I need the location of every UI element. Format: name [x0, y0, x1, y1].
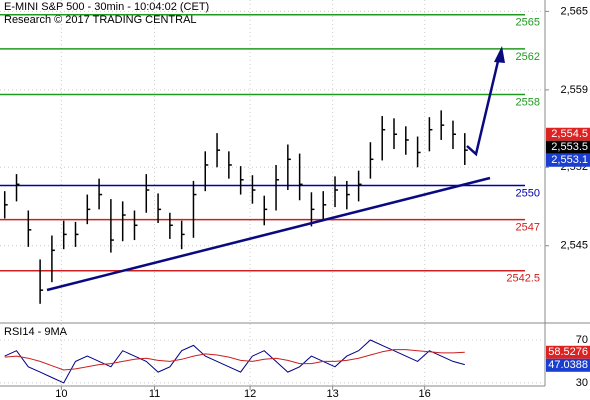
rsi-label-box	[546, 345, 590, 359]
rsi-line	[4, 349, 465, 371]
x-tick-label: 11	[149, 388, 160, 400]
level-label: 2565	[516, 17, 540, 29]
price-label-box	[546, 127, 590, 141]
rsi-tick-label: 30	[576, 377, 588, 389]
level-label: 2547	[516, 222, 540, 234]
x-tick-label: 13	[327, 388, 339, 400]
y-tick-label: 2,565	[560, 5, 588, 17]
level-label: 2550	[516, 187, 540, 199]
x-tick-label: 12	[244, 388, 256, 400]
level-label: 2542.5	[506, 273, 540, 285]
y-tick-label: 2,545	[560, 240, 588, 252]
level-label: 2558	[516, 96, 540, 108]
rsi-line	[4, 339, 465, 384]
chart-subtitle: Research © 2017 TRADING CENTRAL	[4, 14, 197, 26]
rsi-title: RSI14 - 9MA	[4, 326, 68, 338]
x-tick-label: 16	[419, 388, 431, 400]
x-tick-label: 10	[55, 388, 67, 400]
price-label: 2,553.1	[551, 154, 588, 166]
chart-title: E-MINI S&P 500 - 30min - 10:04:02 (CET)	[4, 1, 209, 13]
arrow-head	[494, 46, 505, 63]
rsi-tick-label: 70	[576, 334, 588, 346]
price-label: 2,554.5	[551, 128, 588, 140]
trend-line	[46, 176, 491, 292]
price-label: 2,553.5	[551, 141, 588, 153]
rsi-label-box	[546, 358, 590, 372]
y-tick-label: 2,559	[560, 84, 588, 96]
price-label-box	[546, 153, 590, 167]
forecast-arrow	[466, 56, 501, 157]
price-label-box	[546, 140, 590, 154]
level-label: 2562	[516, 51, 540, 63]
rsi-label: 47.0388	[548, 359, 588, 371]
rsi-label: 58.5276	[548, 346, 588, 358]
